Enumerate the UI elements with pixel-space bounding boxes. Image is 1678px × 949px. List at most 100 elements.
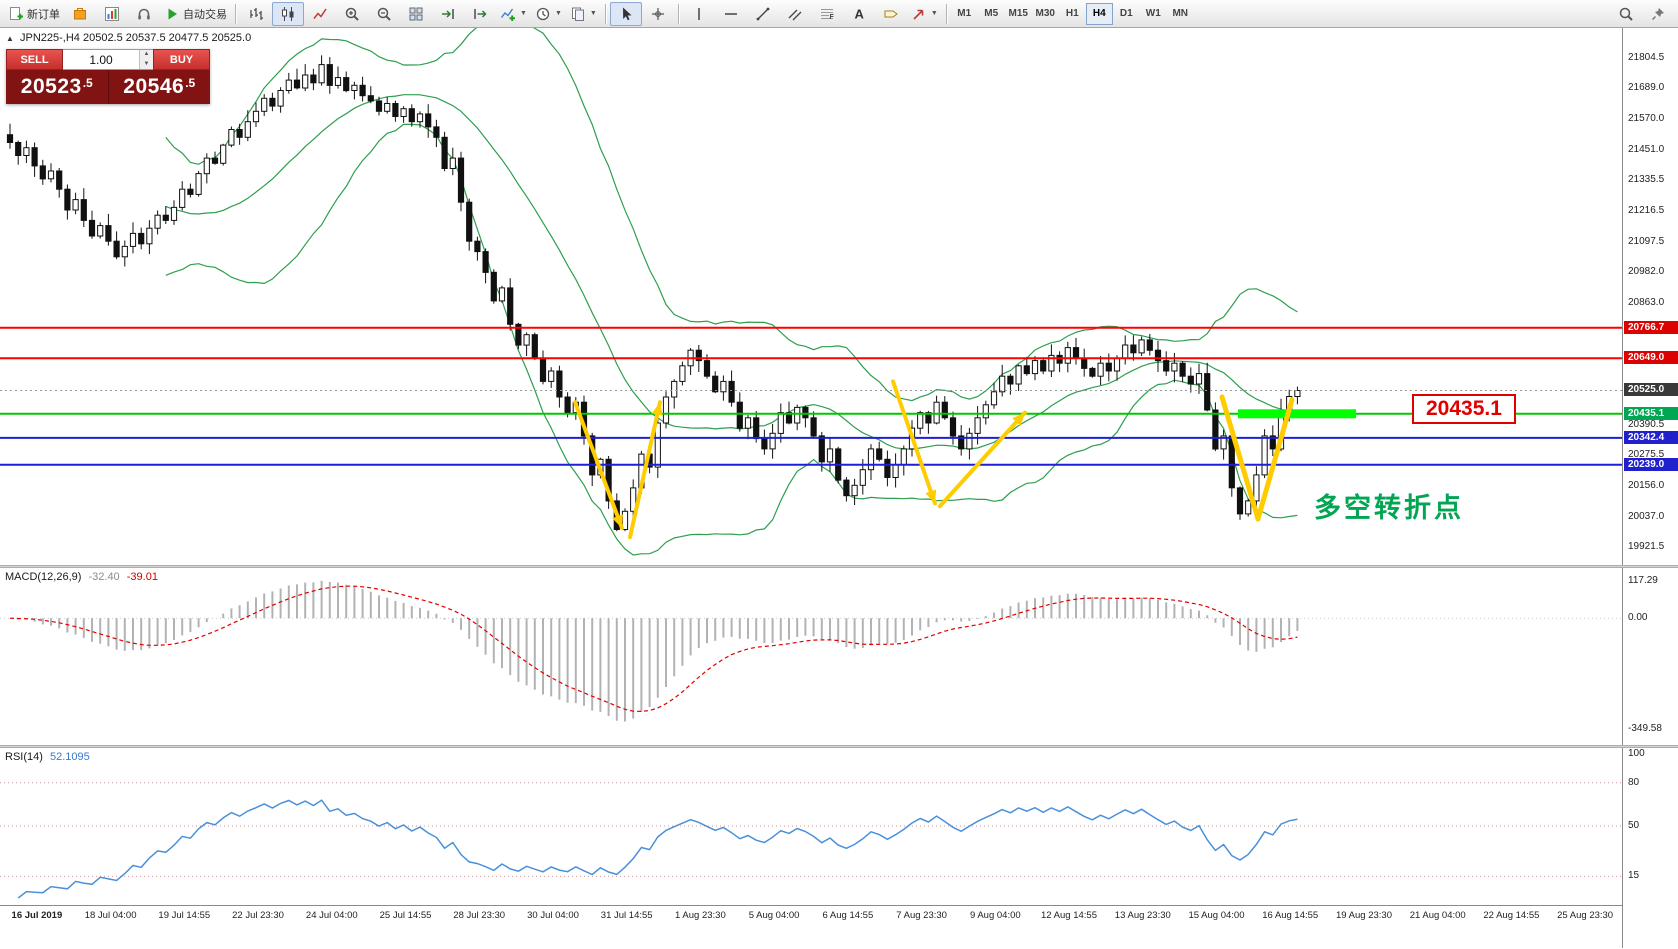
green-zone-rectangle[interactable] [1238, 409, 1356, 419]
scale-tick: 20275.5 [1628, 449, 1665, 460]
pin-button[interactable] [1642, 2, 1674, 26]
bar-chart-icon [250, 7, 263, 20]
buy-button[interactable]: BUY [153, 49, 210, 70]
market-watch-button[interactable] [64, 2, 96, 26]
yellow-arrows[interactable] [573, 379, 1295, 540]
volume-input[interactable] [63, 50, 139, 69]
panel-splitter[interactable] [0, 745, 1678, 748]
volume-down-icon[interactable]: ▼ [140, 59, 153, 69]
time-label: 16 Aug 14:55 [1262, 910, 1319, 921]
channel-button[interactable] [779, 2, 811, 26]
zoom-in-button[interactable] [336, 2, 368, 26]
timeframe-mn[interactable]: MN [1172, 8, 1189, 19]
timeframe-m15[interactable]: M15 [1008, 8, 1028, 19]
chart-search-icon [105, 6, 119, 21]
ask-price[interactable]: 20546 .5 [109, 70, 211, 104]
timeframe-w1[interactable]: W1 [1145, 8, 1161, 19]
autotrading-button[interactable]: 自动交易 [160, 2, 231, 26]
line-chart-button[interactable] [304, 2, 336, 26]
ohlc-high: 20537.5 [125, 32, 166, 44]
price-badge: 20435.1 [1624, 407, 1678, 420]
time-label: 16 Jul 2019 [11, 910, 63, 921]
price-badge: 20239.0 [1624, 458, 1678, 471]
price-scale[interactable]: 21804.5 21689.0 21570.0 21451.0 21335.5 21216… [1622, 28, 1678, 948]
chart-header: ▲ JPN225-,H4 20502.5 20537.5 20477.5 205… [6, 32, 251, 44]
scale-tick: 15 [1628, 870, 1640, 881]
chart-shift-button[interactable] [464, 2, 496, 26]
indicators-button[interactable]: ▼ [496, 2, 531, 26]
main-chart-canvas[interactable] [0, 28, 1622, 565]
rsi-value: 52.1095 [49, 751, 90, 763]
time-label: 13 Aug 23:30 [1114, 910, 1171, 921]
tile-windows-button[interactable] [400, 2, 432, 26]
label-button[interactable] [875, 2, 907, 26]
timeframe-m1[interactable]: M1 [957, 8, 972, 19]
tile-windows-icon [409, 7, 423, 20]
macd-value: -32.40 [88, 571, 120, 583]
volume-up-icon[interactable]: ▲ [140, 50, 153, 60]
panel-splitter[interactable] [0, 565, 1678, 568]
vertical-line-button[interactable] [683, 2, 715, 26]
price-badge: 20766.7 [1624, 321, 1678, 334]
arrows-button[interactable]: ▼ [907, 2, 942, 26]
play-icon [168, 8, 177, 19]
zoom-in-icon [345, 7, 359, 21]
bollinger-bands [165, 28, 1298, 556]
scale-tick: 20390.5 [1628, 419, 1665, 430]
bar-chart-button[interactable] [240, 2, 272, 26]
macd-canvas[interactable] [0, 568, 1622, 745]
time-label: 6 Aug 14:55 [822, 910, 874, 921]
symbol-period-label: JPN225-,H4 [19, 32, 80, 44]
crosshair-button[interactable] [642, 2, 674, 26]
search-button[interactable] [1610, 2, 1642, 26]
rsi-canvas[interactable] [0, 748, 1622, 905]
trendline-button[interactable] [747, 2, 779, 26]
templates-button[interactable]: ▼ [566, 2, 601, 26]
candlestick-chart-button[interactable] [272, 1, 304, 26]
scale-tick: 20156.0 [1628, 480, 1665, 491]
time-label: 21 Aug 04:00 [1409, 910, 1466, 921]
scale-tick: 21216.5 [1628, 205, 1665, 216]
bid-price[interactable]: 20523 .5 [6, 70, 109, 104]
scale-tick: 21570.0 [1628, 113, 1665, 124]
timeframe-d1[interactable]: D1 [1119, 8, 1133, 19]
time-label: 5 Aug 04:00 [748, 910, 800, 921]
auto-scroll-button[interactable] [432, 2, 464, 26]
horizontal-line-button[interactable] [715, 2, 747, 26]
time-label: 7 Aug 23:30 [896, 910, 947, 921]
rsi-name: RSI(14) [5, 751, 43, 763]
macd-signal-value: -39.01 [126, 571, 158, 583]
text-icon: A [854, 6, 864, 21]
macd-pane: MACD(12,26,9) -32.40 -39.01 [0, 568, 1622, 745]
timeframe-m5[interactable]: M5 [984, 8, 999, 19]
rsi-line [17, 799, 1298, 899]
periods-button[interactable]: ▼ [531, 2, 566, 26]
text-button[interactable]: A [843, 2, 875, 26]
signals-button[interactable] [128, 2, 160, 26]
timeframe-m30[interactable]: M30 [1035, 8, 1055, 19]
timeframe-h1[interactable]: H1 [1065, 8, 1079, 19]
volume-spinner: ▲ ▼ [139, 50, 153, 69]
pivot-annotation-text[interactable]: 多空转折点 [1314, 493, 1464, 523]
toolbar-separator [677, 3, 679, 24]
scale-tick: 21451.0 [1628, 144, 1665, 155]
time-label: 18 Jul 04:00 [84, 910, 137, 921]
timeframe-h4[interactable]: H4 [1085, 2, 1113, 25]
one-click-collapse-icon[interactable]: ▲ [6, 34, 14, 43]
price-level-label[interactable]: 20435.1 [1412, 394, 1516, 424]
horizontal-level-lines[interactable] [0, 326, 1622, 466]
time-label: 12 Aug 14:55 [1041, 910, 1097, 921]
new-order-button[interactable]: 新订单 [4, 2, 64, 26]
chart-window-button[interactable] [96, 2, 128, 26]
fibonacci-button[interactable]: F [811, 2, 843, 26]
ask-fraction-digits: .5 [185, 75, 196, 90]
vertical-line-icon [698, 7, 700, 20]
sell-button[interactable]: SELL [6, 49, 63, 70]
time-axis[interactable]: 16 Jul 2019 18 Jul 04:00 19 Jul 14:55 22 Ju… [0, 905, 1622, 949]
time-label: 22 Jul 23:30 [232, 910, 284, 921]
cursor-button[interactable] [609, 1, 642, 26]
trendline-icon [756, 7, 770, 20]
scale-tick: 21335.5 [1628, 174, 1665, 185]
toolbar-separator [235, 3, 236, 24]
zoom-out-button[interactable] [368, 2, 400, 26]
